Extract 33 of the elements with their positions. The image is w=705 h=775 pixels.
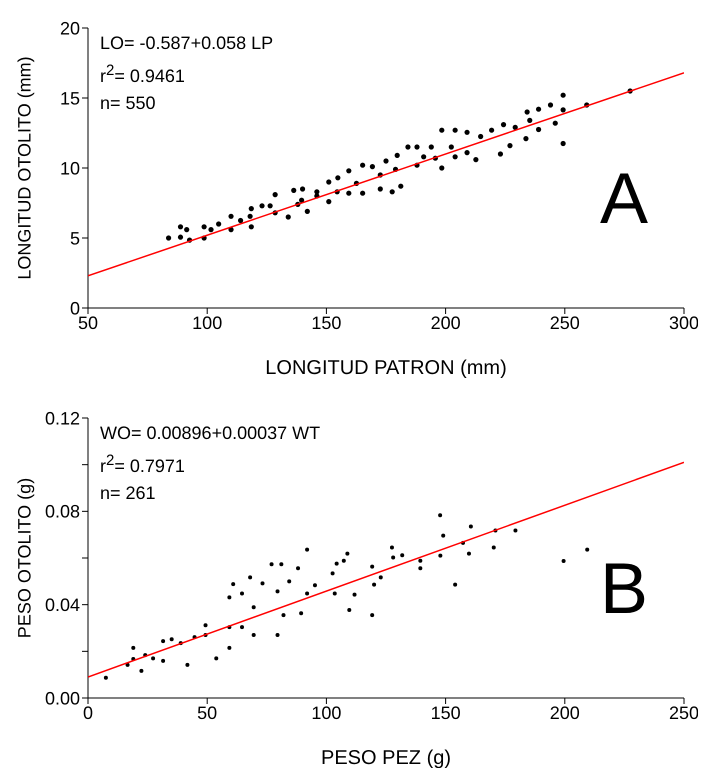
y-tick-label: 0.08 <box>44 502 80 522</box>
x-tick-label: 200 <box>430 312 461 333</box>
y-tick-label: 10 <box>60 158 80 178</box>
annotation: LO= -0.587+0.058 LP <box>100 32 274 55</box>
x-tick-label: 150 <box>311 312 342 333</box>
annotation: n= 550 <box>100 92 157 115</box>
x-tick-label: 100 <box>192 312 222 333</box>
y-tick-label: 15 <box>60 88 80 108</box>
x-tick-label: 100 <box>311 702 342 723</box>
y-tick-label: 0.00 <box>44 688 80 708</box>
x-tick-label: 50 <box>78 312 98 333</box>
x-tick-label: 250 <box>668 702 700 723</box>
y-tick-label: 5 <box>70 228 80 248</box>
annotation: WO= 0.00896+0.00037 WT <box>100 422 320 445</box>
x-tick-label: 50 <box>197 702 218 723</box>
x-tick-label: 250 <box>550 312 580 333</box>
x-tick-label: 200 <box>550 702 580 723</box>
annotation: r$^{2}$= 0.9461 <box>100 61 186 88</box>
annotation: n= 261 <box>100 482 157 505</box>
x-tick-label: 0 <box>82 702 94 723</box>
x-axis-title: PESO PEZ (g) <box>320 747 452 769</box>
y-tick-label: 0.12 <box>44 408 80 428</box>
x-axis-title: LONGITUD PATRON (mm) <box>265 357 507 379</box>
x-tick-label: 300 <box>668 312 700 333</box>
y-axis-title: LONGITUD OTOLITO (mm) <box>14 56 34 280</box>
y-tick-label: 0.04 <box>44 595 80 616</box>
y-axis-title: PESO OTOLITO (g) <box>14 478 34 638</box>
y-tick-label: 20 <box>60 18 80 38</box>
y-tick-label: 0 <box>70 298 80 318</box>
x-tick-label: 150 <box>430 702 461 723</box>
annotation: r$^{2}$= 0.7971 <box>100 451 186 478</box>
annotation: B <box>600 548 648 630</box>
annotation: A <box>600 158 648 240</box>
